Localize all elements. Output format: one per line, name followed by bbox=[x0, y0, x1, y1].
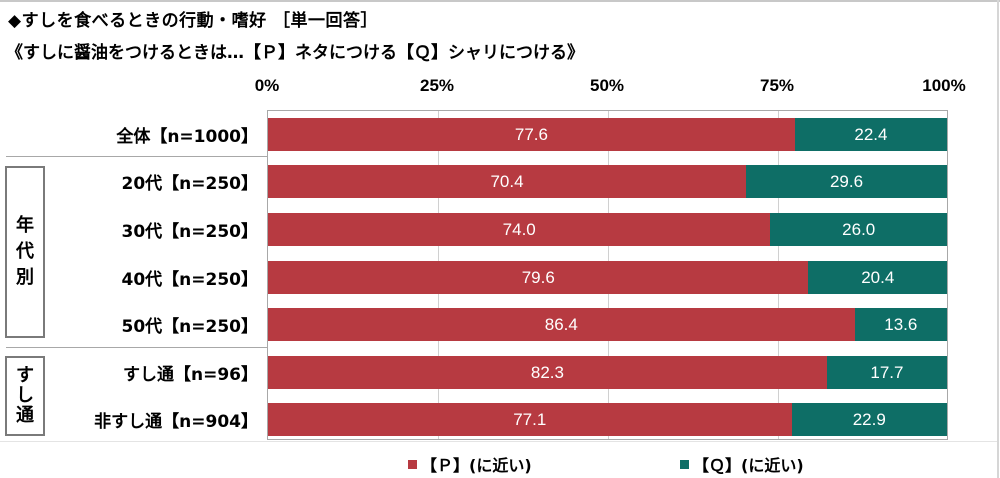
legend-label-q: 【Ｑ】(に近い) bbox=[693, 456, 804, 475]
legend-swatch-p bbox=[408, 459, 417, 469]
bar-row-overall: 77.6 22.4 bbox=[268, 118, 947, 151]
value-label: 17.7 bbox=[870, 362, 904, 382]
value-label: 20.4 bbox=[861, 267, 895, 287]
bar-segment-p: 79.6 bbox=[268, 261, 809, 294]
x-tick-100: 100% bbox=[922, 76, 966, 95]
bar-segment-q: 29.6 bbox=[746, 165, 947, 198]
x-tick-0: 0% bbox=[254, 76, 280, 95]
bar-segment-p: 77.6 bbox=[268, 118, 795, 151]
value-label: 82.3 bbox=[530, 362, 564, 382]
legend-separator bbox=[0, 441, 997, 442]
group-label-char: し bbox=[16, 385, 34, 407]
bar-row-30s: 74.0 26.0 bbox=[268, 213, 947, 246]
bar-segment-p: 82.3 bbox=[268, 356, 827, 389]
bar-segment-p: 86.4 bbox=[268, 308, 855, 341]
row-label-50s: 50代【n=250】 bbox=[121, 317, 259, 337]
row-label-30s: 30代【n=250】 bbox=[121, 222, 259, 242]
bar-segment-q: 17.7 bbox=[826, 356, 947, 389]
row-label-40s: 40代【n=250】 bbox=[121, 270, 259, 290]
chart-title: ◆すしを食べるときの行動・嗜好 ［単一回答］ bbox=[8, 11, 378, 31]
group-separator bbox=[6, 347, 268, 348]
group-label-char: 別 bbox=[16, 267, 34, 289]
bar-row-40s: 79.6 20.4 bbox=[268, 261, 947, 294]
bar-segment-q: 26.0 bbox=[770, 213, 947, 246]
x-tick-25: 25% bbox=[419, 76, 455, 95]
row-label-non-expert: 非すし通【n=904】 bbox=[94, 412, 258, 432]
value-label: 13.6 bbox=[884, 314, 918, 334]
legend-item-p: 【Ｐ】(に近い) bbox=[408, 452, 532, 476]
legend-label-p: 【Ｐ】(に近い) bbox=[421, 456, 532, 475]
bar-segment-q: 20.4 bbox=[808, 261, 947, 294]
group-separator bbox=[6, 156, 268, 157]
bar-row-non-expert: 77.1 22.9 bbox=[268, 403, 947, 436]
legend-swatch-q bbox=[680, 459, 689, 469]
bar-row-sushi-expert: 82.3 17.7 bbox=[268, 356, 947, 389]
row-label-overall: 全体【n=1000】 bbox=[116, 127, 258, 147]
value-label: 79.6 bbox=[521, 267, 555, 287]
row-label-sushi-expert: すし通【n=96】 bbox=[122, 365, 258, 385]
group-label-char: す bbox=[16, 365, 34, 387]
value-label: 22.4 bbox=[854, 124, 888, 144]
bar-segment-q: 22.9 bbox=[791, 403, 947, 436]
value-label: 29.6 bbox=[829, 171, 864, 191]
group-label-char: 年 bbox=[16, 214, 34, 236]
top-border bbox=[0, 0, 1000, 2]
bar-segment-q: 22.4 bbox=[794, 118, 947, 151]
value-label: 77.1 bbox=[513, 409, 547, 429]
bar-row-50s: 86.4 13.6 bbox=[268, 308, 947, 341]
value-label: 22.9 bbox=[852, 409, 886, 429]
bar-segment-p: 77.1 bbox=[268, 403, 792, 436]
x-tick-50: 50% bbox=[589, 76, 625, 95]
group-label-char: 代 bbox=[16, 240, 34, 262]
value-label: 77.6 bbox=[514, 124, 548, 144]
x-tick-75: 75% bbox=[759, 76, 795, 95]
bar-row-20s: 70.4 29.6 bbox=[268, 165, 947, 198]
chart-subtitle: 《すしに醤油をつけるときは…【Ｐ】ネタにつける【Ｑ】シャリにつける》 bbox=[6, 43, 584, 63]
bar-segment-p: 70.4 bbox=[268, 165, 747, 198]
bar-segment-p: 74.0 bbox=[268, 213, 771, 246]
group-label-char: 通 bbox=[16, 404, 34, 426]
value-label: 26.0 bbox=[842, 219, 876, 239]
group-box-age: 年 代 別 bbox=[5, 166, 45, 338]
value-label: 86.4 bbox=[544, 314, 578, 334]
value-label: 74.0 bbox=[502, 219, 536, 239]
bar-segment-q: 13.6 bbox=[854, 308, 947, 341]
legend-item-q: 【Ｑ】(に近い) bbox=[680, 452, 804, 476]
plot-area: 77.6 22.4 70.4 29.6 74.0 26.0 79.6 20.4 … bbox=[267, 110, 948, 440]
group-box-sushi: す し 通 bbox=[5, 356, 45, 436]
row-label-20s: 20代【n=250】 bbox=[121, 174, 259, 194]
right-border bbox=[997, 0, 999, 478]
value-label: 70.4 bbox=[490, 171, 524, 191]
